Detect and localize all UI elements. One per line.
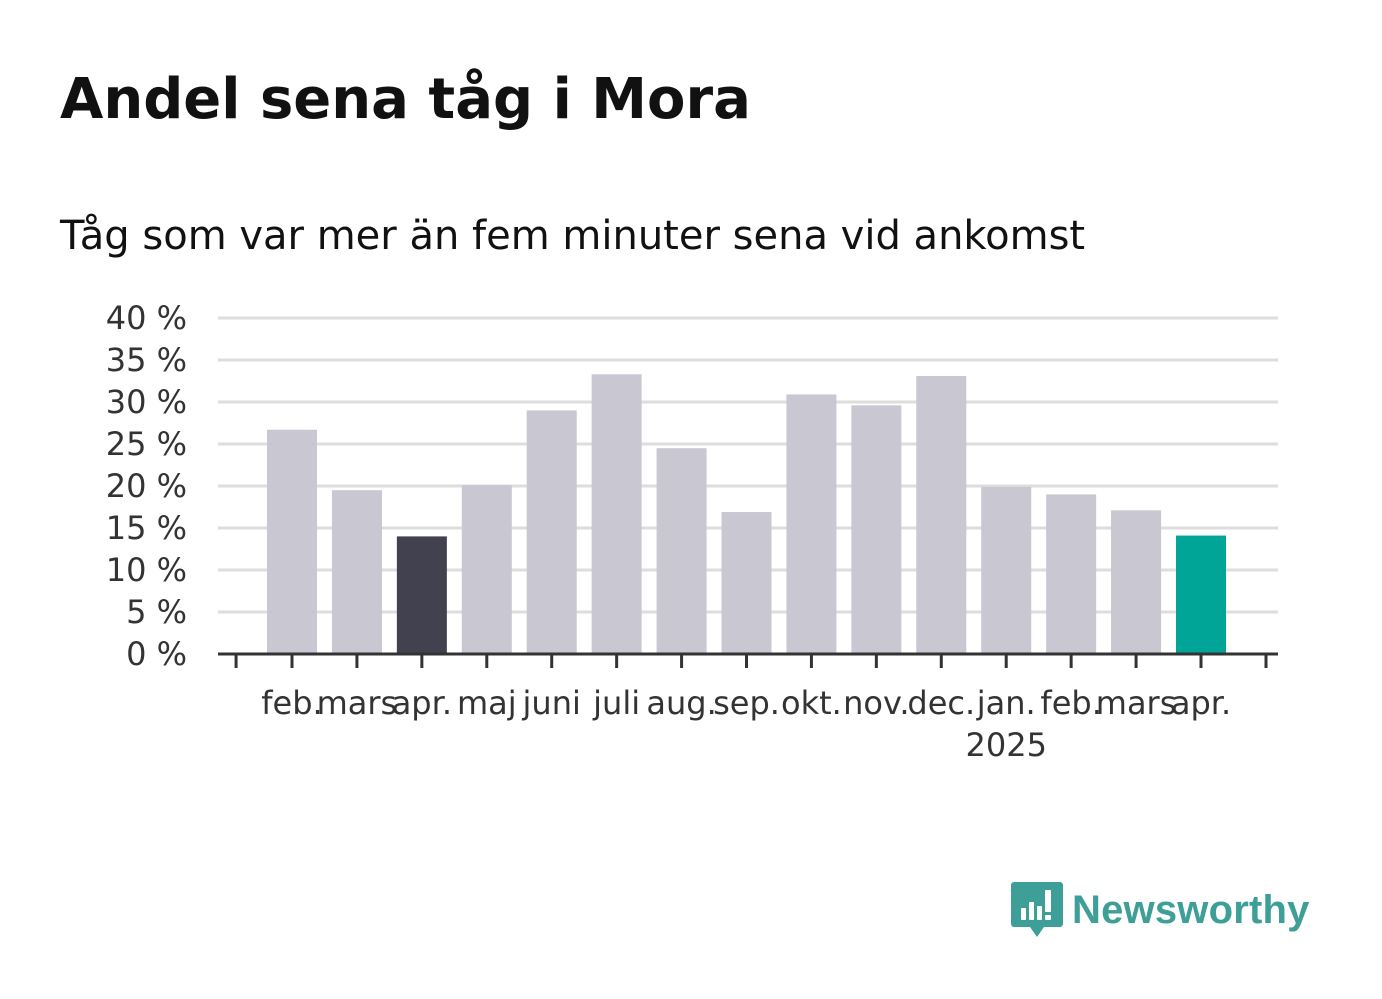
x-tick-label: feb. — [261, 684, 322, 722]
y-tick-label: 25 % — [106, 425, 187, 463]
x-tick-label: juli — [592, 684, 640, 722]
y-tick-label: 0 % — [126, 635, 187, 673]
bar-9 — [786, 394, 837, 654]
x-year-label: 2025 — [965, 726, 1046, 764]
bar-14 — [1111, 510, 1162, 654]
bar-1 — [267, 429, 317, 654]
bar-2 — [331, 490, 382, 654]
newsworthy-logo-text: Newsworthy — [1072, 887, 1310, 932]
x-tick-label: okt. — [781, 684, 842, 722]
bar-6 — [591, 374, 642, 654]
bar-5 — [526, 410, 577, 654]
y-tick-label: 30 % — [106, 383, 187, 421]
x-tick-label: dec. — [907, 684, 975, 722]
bar-chart: 0 %5 %10 %15 %20 %25 %30 %35 %40 % feb.m… — [106, 299, 1278, 764]
x-tick-label: sep. — [713, 684, 780, 722]
x-tick-label: maj — [457, 684, 517, 722]
bars — [267, 374, 1226, 654]
x-tick-label: nov. — [843, 684, 909, 722]
bar-3 — [396, 536, 447, 654]
x-tick-label: feb. — [1040, 684, 1101, 722]
bar-12 — [981, 486, 1032, 654]
y-tick-label: 20 % — [106, 467, 187, 505]
x-axis — [218, 652, 1278, 668]
bar-11 — [916, 375, 967, 654]
x-tick-label: jan. — [976, 684, 1036, 722]
y-tick-label: 15 % — [106, 509, 187, 547]
newsworthy-logo: Newsworthy — [1010, 880, 1310, 940]
x-tick-label: apr. — [1171, 684, 1231, 722]
y-tick-label: 35 % — [106, 341, 187, 379]
y-axis-tick-labels: 0 % 5 % 10 % 15 % 20 % 25 % 30 % 35 % 40 % — [106, 299, 187, 673]
bar-4 — [461, 485, 512, 654]
x-tick-label: apr. — [392, 684, 452, 722]
x-tick-label: aug. — [646, 684, 716, 722]
x-tick-label: juni — [522, 684, 581, 722]
x-tick-label: mars — [317, 684, 398, 722]
x-tick-label: mars — [1096, 684, 1177, 722]
y-tick-label: 40 % — [106, 299, 187, 337]
y-tick-label: 5 % — [126, 593, 187, 631]
newsworthy-logo-icon — [1011, 882, 1063, 937]
bar-15 — [1176, 535, 1226, 654]
bar-8 — [721, 512, 772, 654]
chart-title: Andel sena tåg i Mora — [60, 67, 751, 132]
chart-subtitle: Tåg som var mer än fem minuter sena vid … — [60, 213, 1086, 259]
y-tick-label: 10 % — [106, 551, 187, 589]
bar-7 — [656, 448, 707, 654]
bar-10 — [851, 405, 902, 654]
bar-13 — [1046, 494, 1097, 654]
